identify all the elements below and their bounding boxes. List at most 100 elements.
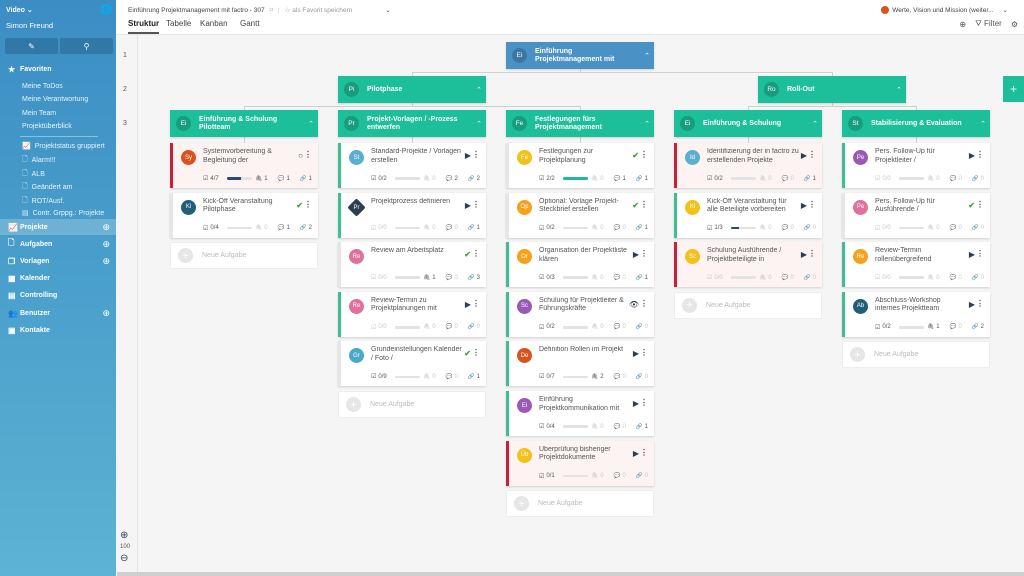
more-menu-icon[interactable]: ⋮: [304, 150, 312, 159]
play-icon[interactable]: ▶: [632, 250, 639, 260]
sidebar-item-benutzer[interactable]: 👥 Benutzer ⊕: [0, 305, 116, 321]
play-icon[interactable]: ▶: [632, 349, 639, 359]
task-card[interactable]: Re Review-Termin rollenübergreifend ▶ ⋮ ☑ 0/0…: [842, 242, 990, 288]
add-circle-icon[interactable]: ⊕: [102, 255, 110, 266]
play-icon[interactable]: ▶: [968, 151, 975, 160]
more-menu-icon[interactable]: ⋮: [472, 298, 480, 308]
globe-icon[interactable]: 🌐: [100, 5, 113, 16]
play-icon[interactable]: ▶: [800, 151, 807, 160]
more-menu-icon[interactable]: ⋮: [640, 348, 648, 358]
more-menu-icon[interactable]: ⋮: [640, 249, 648, 259]
add-circle-icon[interactable]: ⊕: [102, 307, 110, 318]
task-card[interactable]: Gr Grundeinstellungen Kalender / Foto / ✔ ⋮…: [338, 341, 486, 387]
sidebar-item-kalender[interactable]: ▦ Kalender: [0, 271, 116, 287]
task-card[interactable]: Üb Überprüfung bisheriger Projektdokument…: [506, 440, 654, 486]
zoom-in-icon[interactable]: ⊕: [120, 530, 129, 541]
horizontal-scrollbar[interactable]: [117, 572, 1024, 576]
sidebar-item-aufgaben[interactable]: 🗋 Aufgaben ⊕: [0, 236, 116, 252]
saved-view-item[interactable]: 🗋 ALB: [22, 169, 45, 180]
play-icon[interactable]: ▶: [800, 200, 807, 210]
add-circle-icon[interactable]: ⊕: [959, 19, 967, 29]
chevron-up-icon[interactable]: ⌃: [308, 120, 314, 128]
eye-icon[interactable]: 👁: [628, 299, 639, 309]
more-menu-icon[interactable]: ⋮: [640, 398, 648, 407]
work-package-node[interactable]: Ei Einführung & Schulung ⌃: [674, 110, 822, 137]
saved-view-item[interactable]: 🗋 Geändert am: [22, 182, 73, 193]
more-menu-icon[interactable]: ⋮: [304, 199, 312, 209]
favorite-item[interactable]: Meine Verantwortung: [22, 96, 89, 104]
project-selector[interactable]: Werte, Vision und Mission (weiter... ⌄: [881, 6, 1008, 14]
task-card[interactable]: Id Identifizierung der in factro zu erste…: [674, 143, 822, 188]
task-card[interactable]: Ab Abschluss-Workshop internes Projekttea…: [842, 291, 990, 337]
chevron-up-icon[interactable]: ⌃: [476, 120, 482, 128]
favorite-item[interactable]: Projektüberblick: [22, 122, 72, 130]
check-icon[interactable]: ✔: [968, 200, 975, 210]
favorite-button[interactable]: ☆ als Favorit speichern: [285, 6, 353, 14]
task-card[interactable]: Sc Schulung Ausführende / Projektbeteilig…: [674, 242, 822, 288]
play-icon[interactable]: ▶: [968, 250, 975, 260]
more-menu-icon[interactable]: ⋮: [808, 199, 816, 209]
more-menu-icon[interactable]: ⋮: [976, 249, 984, 259]
play-icon[interactable]: ▶: [464, 200, 471, 210]
task-card[interactable]: Re Review-Termin zu Projektplanungen mit ▶…: [338, 291, 486, 337]
sidebar-item-controlling[interactable]: ▤ Controlling: [0, 288, 116, 304]
saved-view-item[interactable]: ▤ Contr. Grppg.: Projekte: [22, 209, 104, 218]
new-task-button[interactable]: + Neue Aufgabe: [506, 490, 654, 518]
check-icon[interactable]: ✔: [296, 200, 303, 210]
new-task-button[interactable]: + Neue Aufgabe: [842, 341, 990, 369]
task-card[interactable]: Ei Einführung Projektkommunikation mit ▶ ⋮ ☑…: [506, 391, 654, 436]
pin-icon[interactable]: ⌑: [269, 7, 273, 14]
chevron-up-icon[interactable]: ⌃: [644, 52, 650, 60]
more-menu-icon[interactable]: ⋮: [640, 150, 648, 159]
play-icon[interactable]: ▶: [632, 399, 639, 408]
task-card[interactable]: Kl Kick-Off Veranstaltung Pilotphase ✔ ⋮ ☑ 0/…: [170, 192, 318, 238]
task-card[interactable]: Or Organisation der Projektliste klären ▶ ⋮…: [506, 242, 654, 288]
chevron-up-icon[interactable]: ⌃: [980, 120, 986, 128]
more-menu-icon[interactable]: ⋮: [976, 199, 984, 209]
root-node[interactable]: Ei Einführung Projektmanagement mit ⌃: [506, 42, 654, 69]
task-card[interactable]: Pe Pers. Follow-Up für Projektleiter / ▶ ⋮ ☑…: [842, 143, 990, 188]
add-circle-icon[interactable]: ⊕: [102, 238, 110, 249]
more-menu-icon[interactable]: ⋮: [472, 348, 480, 358]
new-task-button[interactable]: + Neue Aufgabe: [338, 391, 486, 418]
tab-kanban[interactable]: Kanban: [200, 19, 228, 28]
favorite-item[interactable]: Mein Team: [22, 109, 57, 117]
task-card[interactable]: Op Optional: Vorlage Projekt-Steckbrief e…: [506, 192, 654, 238]
work-package-node[interactable]: St Stabilisierung & Evaluation ⌃: [842, 110, 990, 137]
more-menu-icon[interactable]: ⋮: [976, 298, 984, 308]
tab-struktur[interactable]: Struktur: [128, 19, 160, 34]
task-card[interactable]: Sy Systemvorbereitung & Begleitung der ○ ⋮ ☑…: [170, 143, 318, 188]
task-card[interactable]: St Standard-Projekte / Vorlagen erstellen…: [338, 143, 486, 188]
check-icon[interactable]: ✔: [632, 151, 639, 160]
play-icon[interactable]: ▶: [800, 250, 807, 260]
circle-icon[interactable]: ○: [298, 151, 303, 160]
check-icon[interactable]: ✔: [632, 200, 639, 210]
more-menu-icon[interactable]: ⋮: [808, 249, 816, 259]
chevron-up-icon[interactable]: ⌃: [476, 86, 482, 94]
more-menu-icon[interactable]: ⋮: [640, 298, 648, 308]
new-entry-button[interactable]: ✎: [5, 38, 58, 54]
more-menu-icon[interactable]: ⋮: [976, 150, 984, 159]
task-card[interactable]: Pe Pers. Follow-Up für Ausführende / ✔ ⋮ ☑ 0/…: [842, 192, 990, 238]
work-package-node[interactable]: Pr Projekt-Vorlagen / -Prozess entwerfen ⌃: [338, 110, 486, 137]
more-menu-icon[interactable]: ⋮: [640, 447, 648, 457]
sidebar-item-kontakte[interactable]: ▣ Kontakte: [0, 322, 116, 338]
check-icon[interactable]: ✔: [464, 250, 471, 260]
new-task-button[interactable]: + Neue Aufgabe: [170, 242, 318, 270]
chevron-up-icon[interactable]: ⌃: [644, 120, 650, 128]
more-menu-icon[interactable]: ⋮: [472, 150, 480, 159]
zoom-out-icon[interactable]: ⊖: [120, 553, 129, 564]
favorite-item[interactable]: Meine ToDos: [22, 83, 63, 90]
play-icon[interactable]: ▶: [968, 299, 975, 309]
task-card[interactable]: Kl Kick-Off Veranstaltung für alle Beteil…: [674, 192, 822, 238]
add-phase-button[interactable]: +: [1003, 76, 1024, 102]
search-button[interactable]: ⚲: [60, 38, 113, 54]
more-menu-icon[interactable]: ⋮: [472, 249, 480, 259]
saved-view-item[interactable]: 🗋 ROT/Ausf.: [22, 196, 64, 207]
task-card[interactable]: Fe Festlegungen zur Projektplanung ✔ ⋮ ☑ 2/2 🖇…: [506, 143, 654, 188]
chevron-down-icon[interactable]: ⌄: [385, 7, 391, 14]
chevron-up-icon[interactable]: ⌃: [812, 120, 818, 128]
chevron-up-icon[interactable]: ⌃: [896, 86, 902, 94]
more-menu-icon[interactable]: ⋮: [808, 150, 816, 159]
new-task-button[interactable]: + Neue Aufgabe: [674, 291, 822, 319]
